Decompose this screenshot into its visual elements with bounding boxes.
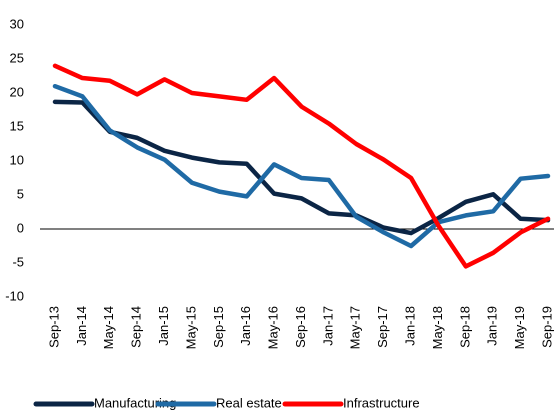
x-tick-label: Sep-18 xyxy=(457,306,472,348)
x-tick-label: Jan-16 xyxy=(238,306,253,346)
y-tick-label: 5 xyxy=(17,186,24,201)
x-tick-label: Jan-17 xyxy=(320,306,335,346)
y-tick-label: -10 xyxy=(5,288,24,303)
y-tick-label: -5 xyxy=(12,254,24,269)
series-line xyxy=(52,63,551,269)
y-tick-label: 15 xyxy=(10,118,24,133)
x-tick-label: Sep-13 xyxy=(46,306,61,348)
x-tick-label: May-15 xyxy=(183,306,198,349)
y-tick-label: 25 xyxy=(10,50,24,65)
y-tick-label: 20 xyxy=(10,84,24,99)
legend-label: Infrastructure xyxy=(343,395,420,410)
legend-label: Real estate xyxy=(216,395,282,410)
x-tick-label: Sep-16 xyxy=(293,306,308,348)
series-line xyxy=(52,83,551,249)
x-tick-label: Jan-14 xyxy=(74,306,89,346)
y-tick-label: 10 xyxy=(10,152,24,167)
series-line xyxy=(52,99,551,236)
x-tick-label: May-19 xyxy=(512,306,527,349)
y-tick-label: 0 xyxy=(17,220,24,235)
x-tick-label: Jan-18 xyxy=(402,306,417,346)
x-tick-label: May-16 xyxy=(266,306,281,349)
x-tick-label: Sep-17 xyxy=(375,306,390,348)
x-tick-label: May-14 xyxy=(101,306,116,349)
x-tick-label: Sep-19 xyxy=(539,306,554,348)
x-tick-label: May-18 xyxy=(430,306,445,349)
x-tick-label: Sep-14 xyxy=(129,306,144,348)
x-tick-label: May-17 xyxy=(348,306,363,349)
y-tick-label: 30 xyxy=(10,16,24,31)
x-tick-label: Sep-15 xyxy=(211,306,226,348)
legend-label: Manufacturing xyxy=(94,395,176,410)
x-tick-label: Jan-19 xyxy=(485,306,500,346)
x-tick-label: Jan-15 xyxy=(156,306,171,346)
